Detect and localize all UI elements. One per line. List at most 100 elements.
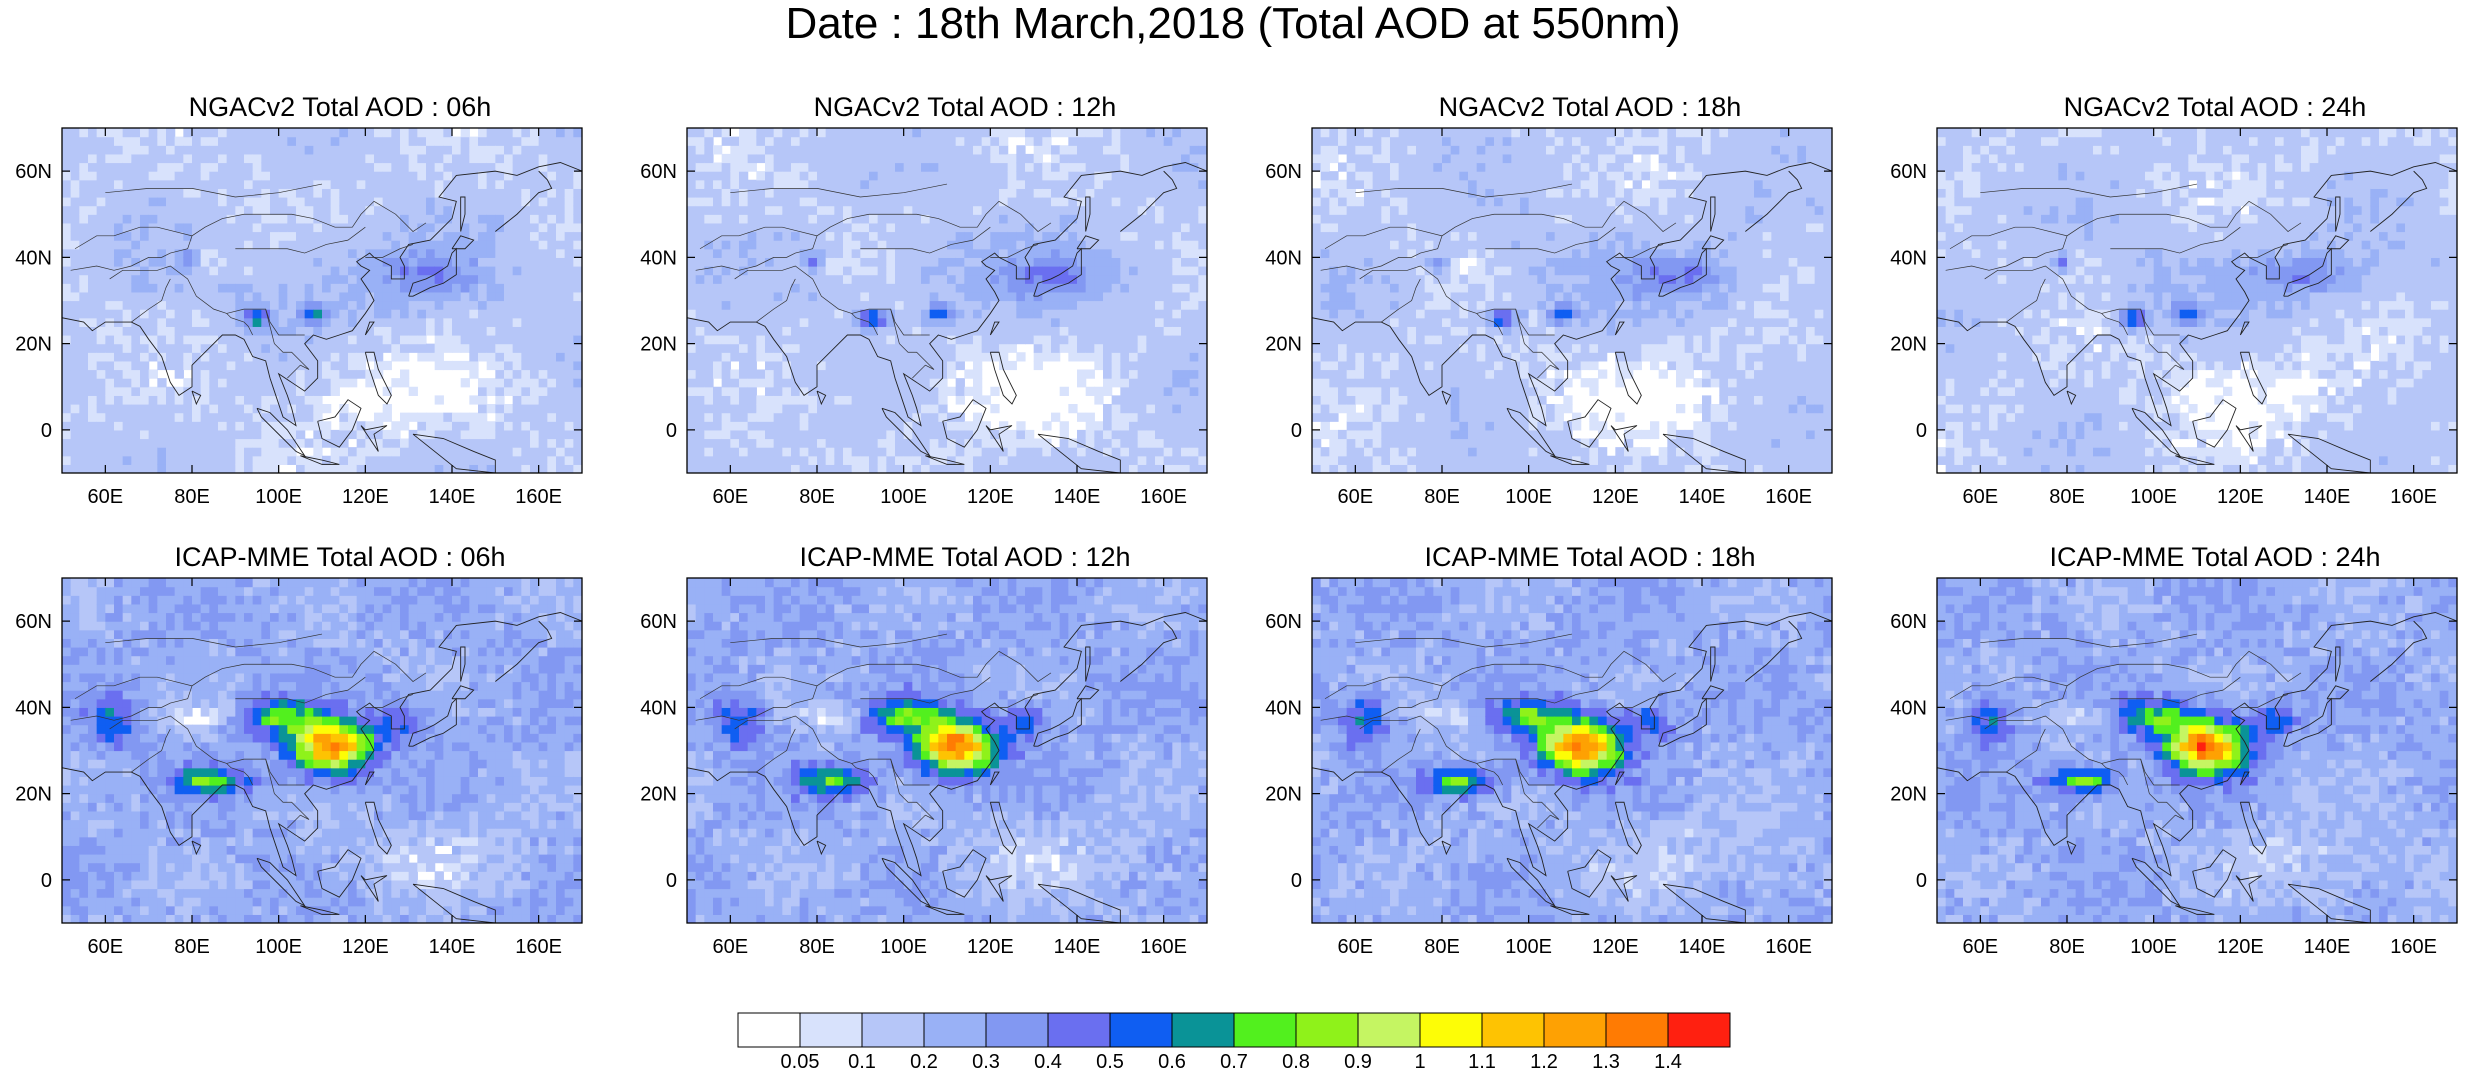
aod-cell bbox=[747, 335, 757, 345]
aod-cell bbox=[713, 128, 723, 138]
aod-cell bbox=[1103, 412, 1113, 422]
aod-cell bbox=[564, 447, 574, 457]
aod-cell bbox=[981, 352, 991, 362]
aod-cell bbox=[131, 188, 141, 198]
aod-cell bbox=[460, 455, 470, 465]
aod-cell bbox=[391, 291, 401, 302]
aod-cell bbox=[382, 128, 392, 138]
aod-cell bbox=[209, 214, 219, 224]
aod-cell bbox=[504, 240, 514, 250]
aod-cell bbox=[434, 309, 444, 319]
aod-cell bbox=[200, 404, 210, 414]
aod-cell bbox=[400, 171, 410, 181]
aod-cell bbox=[166, 231, 176, 241]
aod-cell bbox=[1189, 136, 1199, 146]
aod-cell bbox=[1111, 404, 1121, 414]
aod-cell bbox=[434, 128, 444, 138]
aod-cell bbox=[495, 136, 505, 146]
aod-cell bbox=[834, 214, 844, 224]
aod-cell bbox=[903, 222, 913, 233]
aod-cell bbox=[521, 309, 531, 319]
aod-cell bbox=[1198, 300, 1207, 310]
aod-cell bbox=[895, 464, 905, 473]
aod-cell bbox=[226, 188, 236, 198]
aod-cell bbox=[339, 447, 349, 457]
aod-cell bbox=[834, 300, 844, 310]
aod-cell bbox=[921, 343, 931, 353]
aod-cell bbox=[955, 153, 965, 164]
aod-cell bbox=[62, 248, 72, 258]
aod-cell bbox=[1120, 153, 1130, 164]
aod-cell bbox=[426, 343, 436, 353]
aod-cell bbox=[1051, 231, 1061, 241]
aod-cell bbox=[773, 352, 783, 362]
aod-cell bbox=[817, 464, 827, 473]
aod-cell bbox=[296, 464, 306, 473]
aod-cell bbox=[556, 309, 566, 319]
aod-cell bbox=[564, 317, 574, 327]
aod-cell bbox=[1059, 447, 1069, 457]
aod-cell bbox=[270, 447, 280, 457]
aod-cell bbox=[88, 352, 98, 362]
aod-cell bbox=[739, 343, 749, 353]
aod-cell bbox=[704, 404, 714, 414]
aod-cell bbox=[1077, 240, 1087, 250]
aod-cell bbox=[1364, 231, 1374, 241]
aod-cell bbox=[1137, 222, 1147, 233]
aod-cell bbox=[903, 300, 913, 310]
aod-cell bbox=[504, 266, 514, 276]
aod-cell bbox=[452, 162, 462, 172]
aod-cell bbox=[192, 205, 202, 215]
aod-cell bbox=[973, 248, 983, 258]
aod-cell bbox=[1111, 369, 1121, 379]
aod-cell bbox=[183, 378, 193, 388]
aod-cell bbox=[1181, 386, 1191, 396]
aod-cell bbox=[1059, 274, 1069, 284]
aod-cell bbox=[773, 231, 783, 241]
aod-cell bbox=[1111, 464, 1121, 473]
aod-cell bbox=[62, 291, 72, 302]
aod-cell bbox=[530, 343, 540, 353]
aod-cell bbox=[218, 421, 228, 431]
aod-cell bbox=[1355, 214, 1365, 224]
aod-cell bbox=[1129, 309, 1139, 319]
aod-cell bbox=[70, 162, 80, 172]
aod-cell bbox=[287, 447, 297, 457]
aod-cell bbox=[851, 438, 861, 448]
aod-cell bbox=[1042, 447, 1052, 457]
aod-cell bbox=[417, 412, 427, 422]
aod-cell bbox=[1129, 404, 1139, 414]
aod-cell bbox=[296, 128, 306, 138]
aod-cell bbox=[799, 429, 809, 440]
aod-cell bbox=[322, 421, 332, 431]
aod-cell bbox=[1042, 266, 1052, 276]
aod-cell bbox=[869, 222, 879, 233]
aod-cell bbox=[244, 464, 254, 473]
aod-cell bbox=[704, 360, 714, 371]
aod-cell bbox=[1016, 222, 1026, 233]
aod-cell bbox=[235, 455, 245, 465]
aod-cell bbox=[313, 326, 323, 336]
aod-cell bbox=[695, 257, 705, 267]
aod-cell bbox=[218, 438, 228, 448]
aod-cell bbox=[486, 274, 496, 284]
aod-cell bbox=[808, 291, 818, 302]
aod-cell bbox=[765, 300, 775, 310]
aod-cell bbox=[947, 343, 957, 353]
aod-cell bbox=[1155, 179, 1165, 189]
panel-title: NGACv2 Total AOD : 18h bbox=[1438, 92, 1742, 122]
aod-cell bbox=[964, 274, 974, 284]
aod-cell bbox=[478, 197, 488, 207]
aod-cell bbox=[834, 222, 844, 233]
aod-cell bbox=[174, 309, 184, 319]
aod-cell bbox=[400, 326, 410, 336]
aod-cell bbox=[1329, 300, 1339, 310]
aod-cell bbox=[1137, 464, 1147, 473]
aod-cell bbox=[1355, 429, 1365, 440]
aod-cell bbox=[1189, 145, 1199, 155]
aod-cell bbox=[79, 369, 89, 379]
aod-cell bbox=[304, 136, 314, 146]
aod-cell bbox=[287, 257, 297, 267]
aod-cell bbox=[895, 438, 905, 448]
aod-cell bbox=[799, 266, 809, 276]
